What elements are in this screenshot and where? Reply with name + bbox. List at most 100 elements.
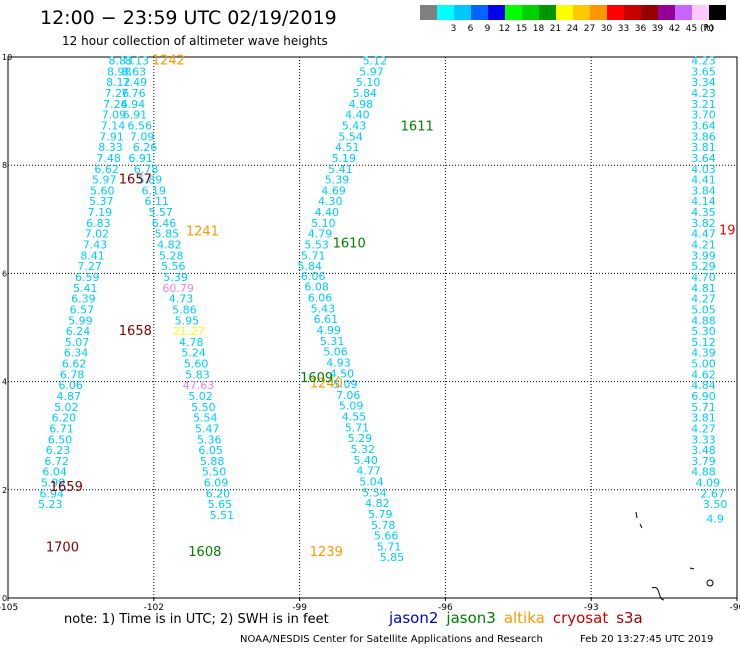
color-swatch (641, 5, 658, 20)
color-scale-label: 45 (685, 24, 698, 34)
color-scale-label: 9 (484, 24, 491, 34)
x-tick-label: -102 (144, 603, 164, 613)
wave-height-point: 6.05 (198, 444, 223, 457)
wave-height-point: 8.33 (98, 141, 123, 154)
wave-height-point: 5.43 (311, 302, 336, 315)
wave-height-point: 4.50 (330, 367, 355, 380)
wave-height-point: 5.60 (90, 184, 115, 197)
pass-time-label: 1700 (46, 540, 79, 555)
x-tick-label: -96 (438, 603, 453, 613)
wave-height-point: 6.59 (75, 271, 100, 284)
wave-height-point: 5.19 (332, 152, 357, 165)
wave-height-point: 6.57 (70, 303, 95, 316)
wave-height-point: 3.65 (691, 65, 716, 78)
wave-height-point: 6.06 (301, 270, 326, 283)
color-scale-label: 3 (450, 24, 457, 34)
legend-entry-cryosat: cryosat (552, 609, 609, 627)
wave-height-point: 4.84 (691, 379, 716, 392)
wave-height-point: 7.24 (103, 98, 128, 111)
wave-height-point: 7.26 (105, 87, 130, 100)
wave-height-point: 5.54 (362, 486, 387, 499)
wave-height-point: 3.64 (691, 152, 716, 165)
wave-height-point: 6.19 (142, 184, 167, 197)
wave-height-point: 5.12 (363, 55, 388, 68)
wave-height-point: 4.30 (318, 195, 343, 208)
y-tick-label: 0 (2, 594, 7, 603)
wave-height-point: 5.31 (320, 335, 345, 348)
color-swatch (488, 5, 505, 20)
pass-time-label: 1608 (188, 545, 221, 560)
color-swatch (607, 5, 624, 20)
wave-height-point: 5.37 (89, 195, 114, 208)
wave-height-point: 6.61 (314, 313, 339, 326)
wave-height-point: 5.95 (175, 314, 200, 327)
color-scale-label: 6 (467, 24, 474, 34)
color-scale-label: 30 (600, 24, 613, 34)
wave-height-point: 21.27 (173, 325, 205, 338)
wave-height-point: 5.06 (323, 346, 348, 359)
wave-height-point: 5.29 (348, 432, 373, 445)
y-tick-label: 8 (2, 161, 7, 170)
footnote: note: 1) Time is in UTC; 2) SWH is in fe… (64, 612, 329, 627)
wave-height-point: 5.57 (148, 206, 173, 219)
color-swatch (420, 5, 437, 20)
color-scale-label: 18 (532, 24, 545, 34)
wave-height-point: 5.97 (92, 174, 117, 187)
wave-height-point: 4.39 (691, 347, 716, 360)
wave-height-point: 6.39 (71, 293, 96, 306)
y-tick-label: 6 (2, 269, 7, 278)
wave-height-point: 4.79 (308, 228, 333, 241)
wave-height-point: 3.99 (691, 249, 716, 262)
wave-height-point: 5.29 (691, 260, 716, 273)
wave-height-point: 5.65 (208, 498, 233, 511)
x-tick-label: -90 (730, 603, 740, 613)
wave-height-point: 5.71 (345, 421, 370, 434)
wave-height-point: 6.20 (206, 487, 231, 500)
wave-height-point: 5.78 (371, 519, 396, 532)
wave-height-point: 6.71 (49, 422, 74, 435)
color-swatch (590, 5, 607, 20)
wave-height-point: 6.78 (134, 163, 159, 176)
wave-height-point: 8.13 (125, 55, 150, 68)
wave-height-point: 5.97 (359, 65, 384, 78)
wave-height-point: 3.86 (691, 130, 716, 143)
wave-height-point: 6.09 (204, 477, 229, 490)
wave-height-point: 4.87 (57, 390, 82, 403)
wave-height-point: 4.88 (691, 466, 716, 479)
wave-height-point: 6.11 (144, 195, 169, 208)
wave-height-point: 6.20 (52, 412, 77, 425)
wave-height-point: 5.88 (200, 455, 225, 468)
color-scale-label: 24 (566, 24, 579, 34)
wave-height-point: 5.84 (298, 260, 323, 273)
wave-height-point: 4.82 (365, 497, 390, 510)
wave-height-point: 5.12 (691, 336, 716, 349)
wave-height-point: 5.54 (338, 130, 363, 143)
wave-height-point: 5.50 (202, 466, 227, 479)
color-swatch (437, 5, 454, 20)
wave-height-point: 3.48 (691, 444, 716, 457)
wave-height-point: 5.85 (155, 228, 180, 241)
color-swatch (505, 5, 522, 20)
wave-height-point: 4.14 (691, 195, 716, 208)
color-swatch (573, 5, 590, 20)
color-swatch (709, 5, 726, 20)
wave-height-point: 6.62 (94, 163, 119, 176)
wave-height-point: 4.35 (691, 206, 716, 219)
wave-height-point: 7.76 (121, 87, 146, 100)
wave-height-point: 5.43 (342, 119, 367, 132)
wave-height-point: 5.07 (65, 336, 90, 349)
wave-height-point: 5.83 (185, 368, 210, 381)
wave-height-point: 3.81 (691, 412, 716, 425)
color-swatch (692, 5, 709, 20)
wave-height-point: 8.12 (106, 76, 131, 89)
wave-height-point: 6.46 (152, 217, 177, 230)
color-scale-label: 27 (583, 24, 596, 34)
wave-height-point: 4.62 (691, 368, 716, 381)
plot-frame (7, 56, 738, 599)
wave-height-point: 4.27 (691, 293, 716, 306)
legend-entry-jason2: jason2 (389, 609, 439, 627)
wave-height-point: 5.32 (351, 443, 376, 456)
wave-height-point: 8.41 (80, 249, 105, 262)
color-scale-label: 39 (651, 24, 664, 34)
wave-height-point: 5.39 (163, 271, 188, 284)
